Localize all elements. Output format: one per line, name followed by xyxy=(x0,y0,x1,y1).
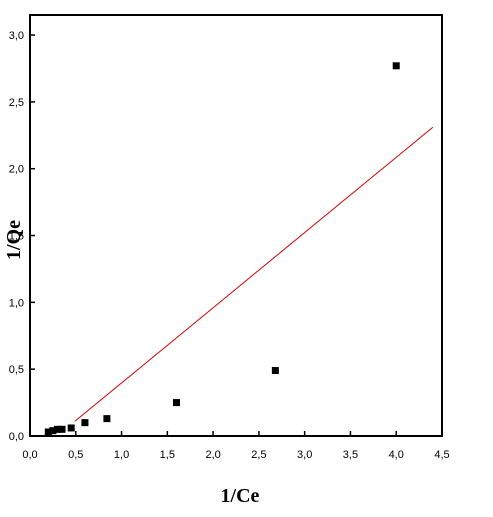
point xyxy=(172,399,180,407)
point xyxy=(103,415,111,423)
point xyxy=(392,62,400,70)
x-tick-label: 1,0 xyxy=(114,449,129,461)
y-tick-label: 2,5 xyxy=(9,97,24,109)
x-tick-label: 2,0 xyxy=(205,449,220,461)
fit-line xyxy=(74,126,434,422)
point xyxy=(53,425,61,433)
x-tick-label: 1,5 xyxy=(160,449,175,461)
point xyxy=(271,367,279,375)
y-tick-label: 1,5 xyxy=(9,231,24,243)
x-tick-label: 4,5 xyxy=(434,449,449,461)
x-tick-label: 3,0 xyxy=(297,449,312,461)
point xyxy=(58,425,66,433)
point xyxy=(81,419,89,427)
y-tick-label: 2,0 xyxy=(9,164,24,176)
point xyxy=(67,424,75,432)
x-tick-label: 3,5 xyxy=(343,449,358,461)
x-tick-label: 4,0 xyxy=(389,449,404,461)
y-tick-label: 0,0 xyxy=(9,431,24,443)
x-tick-label: 0,5 xyxy=(68,449,83,461)
x-axis-label: 1/Ce xyxy=(221,485,260,507)
y-tick-label: 3,0 xyxy=(9,30,24,42)
y-tick-label: 1,0 xyxy=(9,297,24,309)
point xyxy=(49,427,57,435)
point xyxy=(44,428,52,436)
plot-frame xyxy=(29,14,443,437)
x-tick-label: 0,0 xyxy=(22,449,37,461)
y-axis-label: 1/Qe xyxy=(3,220,25,260)
y-tick-label: 0,5 xyxy=(9,364,24,376)
x-tick-label: 2,5 xyxy=(251,449,266,461)
